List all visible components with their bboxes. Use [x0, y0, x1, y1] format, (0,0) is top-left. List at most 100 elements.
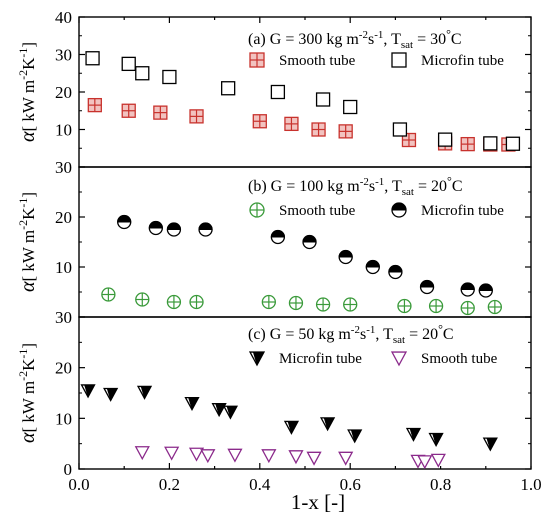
- data-point: [417, 455, 433, 470]
- data-point: [148, 220, 163, 236]
- data-point: [397, 298, 412, 314]
- data-point: [419, 279, 435, 295]
- data-point: [460, 300, 475, 316]
- data-point: [460, 136, 475, 152]
- y-tick-label: 30: [55, 46, 72, 65]
- data-point: [211, 403, 227, 418]
- data-point: [392, 122, 408, 137]
- data-point: [103, 387, 119, 402]
- y-tick-label: 10: [55, 258, 72, 277]
- x-tick-label: 0.0: [68, 475, 89, 494]
- legend-label: Smooth tube: [279, 53, 356, 69]
- data-point: [483, 136, 498, 151]
- data-point: [166, 222, 182, 237]
- legend-label: Smooth tube: [421, 351, 498, 367]
- data-point: [188, 447, 205, 462]
- y-tick-label: 20: [55, 208, 72, 227]
- data-point: [135, 66, 150, 81]
- y-axis-label: α[ kW m-2K-1]: [16, 343, 39, 443]
- data-point: [189, 109, 204, 124]
- data-point: [315, 297, 331, 312]
- x-tick-label: 0.4: [249, 475, 271, 494]
- data-point: [121, 103, 136, 118]
- legend-marker: [248, 351, 266, 367]
- data-point: [428, 432, 444, 447]
- x-tick-label: 1.0: [520, 475, 541, 494]
- data-point: [338, 249, 353, 265]
- series-microfin-tube: [117, 214, 493, 298]
- panel-title: (b) G = 100 kg m-2s-1, Tsat = 20°C: [248, 174, 463, 198]
- legend-marker: [249, 52, 265, 68]
- data-point: [343, 297, 358, 312]
- y-tick-label: 30: [55, 308, 72, 327]
- data-point: [482, 437, 498, 452]
- data-point: [302, 234, 317, 250]
- data-point: [261, 294, 276, 310]
- data-point: [437, 132, 453, 147]
- x-tick-label: 0.8: [430, 475, 451, 494]
- data-point: [189, 294, 204, 310]
- y-tick-label: 20: [55, 359, 72, 378]
- legend-marker: [391, 202, 407, 218]
- data-point: [166, 294, 182, 310]
- data-point: [162, 69, 177, 85]
- legend-label: Microfin tube: [421, 203, 504, 219]
- data-point: [198, 222, 213, 237]
- data-point: [288, 295, 304, 311]
- data-point: [430, 453, 446, 468]
- data-point: [270, 84, 286, 100]
- data-point: [184, 396, 200, 412]
- legend-marker: [390, 351, 408, 367]
- data-point: [288, 450, 304, 465]
- data-point: [80, 384, 96, 399]
- series-microfin-tube: [80, 384, 498, 452]
- data-point: [221, 81, 236, 96]
- data-point: [343, 99, 358, 115]
- panel-title: (a) G = 300 kg m-2s-1, Tsat = 30°C: [248, 27, 462, 51]
- data-point: [338, 451, 354, 466]
- y-tick-label: 40: [55, 8, 72, 27]
- data-point: [320, 417, 336, 432]
- data-point: [87, 97, 102, 113]
- data-point: [460, 282, 475, 297]
- x-tick-label: 0.2: [159, 475, 180, 494]
- chart-panel-3: 0 10 20 30 α[ kW m-2K-1] (c) G = 50 kg m-2s-1…: [16, 308, 532, 479]
- data-point: [101, 287, 116, 302]
- y-axis-label: α[ kW m-2K-1]: [16, 192, 39, 292]
- data-point: [365, 259, 380, 275]
- data-point: [478, 283, 493, 298]
- data-point: [164, 446, 180, 461]
- series-microfin-tube: [85, 51, 521, 151]
- data-point: [311, 122, 326, 137]
- y-tick-label: 0: [64, 460, 73, 479]
- legend-label: Microfin tube: [421, 53, 504, 69]
- y-tick-label: 20: [55, 83, 72, 102]
- y-axis-label: α[ kW m-2K-1]: [16, 42, 39, 142]
- data-point: [134, 446, 150, 461]
- data-point: [283, 420, 300, 435]
- data-point: [85, 51, 100, 66]
- x-tick-label: 0.6: [340, 475, 361, 494]
- data-point: [153, 105, 168, 120]
- legend-label: Smooth tube: [279, 203, 356, 219]
- data-point: [252, 114, 267, 129]
- data-point: [487, 299, 502, 315]
- data-point: [270, 229, 286, 245]
- data-point: [200, 449, 216, 464]
- y-tick-label: 30: [55, 158, 72, 177]
- chart-panel-2: 10 20 30 α[ kW m-2K-1] (b) G = 100 kg m-2s-1…: [16, 158, 532, 318]
- y-tick-label: 10: [55, 409, 72, 428]
- data-point: [338, 124, 353, 139]
- chart-panel-1: 10 20 30 40 α[ kW m-2K-1] (a) G = 300 kg m-2s…: [16, 8, 532, 168]
- data-point: [428, 298, 444, 314]
- data-point: [401, 132, 417, 148]
- panel-title: (c) G = 50 kg m-2s-1, Tsat = 20°C: [248, 322, 454, 346]
- data-point: [117, 214, 132, 230]
- data-point: [306, 451, 322, 466]
- data-point: [121, 56, 136, 72]
- data-point: [136, 385, 153, 400]
- legend-marker: [391, 52, 407, 68]
- data-point: [347, 429, 363, 444]
- x-axis-label: 1-x [-]: [291, 490, 345, 514]
